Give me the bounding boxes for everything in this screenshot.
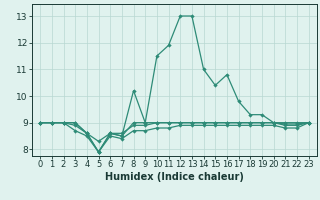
- X-axis label: Humidex (Indice chaleur): Humidex (Indice chaleur): [105, 172, 244, 182]
